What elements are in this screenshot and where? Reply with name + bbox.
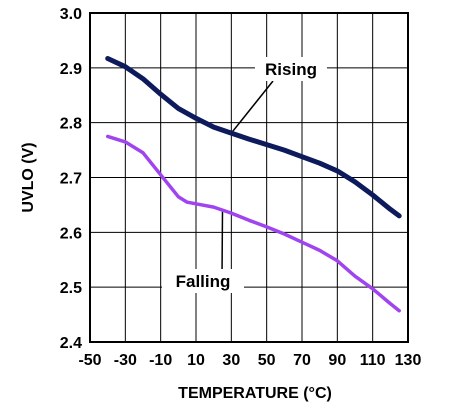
annotation-background (162, 269, 244, 293)
series-line-rising (105, 56, 402, 219)
x-tick-label: 50 (258, 352, 276, 369)
x-axis-label: TEMPERATURE (°C) (178, 385, 332, 402)
x-tick-label: 30 (222, 352, 240, 369)
annotation-background (255, 57, 327, 81)
annotations: Rising Falling (162, 57, 327, 293)
annotation-leader (230, 80, 274, 134)
plot-frame (89, 12, 409, 343)
y-tick-label: 2.6 (60, 225, 82, 242)
tick-labels: -50 -30 -10 10 30 50 70 90 110 130 2.4 2.5 2.6 2.7 2.8… (60, 6, 422, 369)
y-tick-label: 2.5 (60, 280, 82, 297)
y-tick-label: 2.7 (60, 171, 82, 188)
x-tick-label: 110 (360, 352, 386, 369)
annotation-label-rising: Rising (265, 60, 317, 79)
y-tick-label: 3.0 (60, 6, 82, 23)
annotation-label-falling: Falling (176, 272, 231, 291)
x-tick-label: 70 (293, 352, 311, 369)
x-tick-label: -10 (149, 352, 172, 369)
chart-grid (90, 13, 408, 342)
x-tick-label: 130 (395, 352, 422, 369)
x-tick-label: 10 (187, 352, 205, 369)
y-axis-label: UVLO (V) (20, 142, 37, 212)
y-tick-label: 2.8 (60, 116, 82, 133)
series-layer (105, 56, 402, 313)
annotation-leaders (221, 80, 274, 278)
x-tick-label: -50 (78, 352, 101, 369)
x-tick-label: 90 (328, 352, 346, 369)
annotation-leader (221, 210, 224, 278)
x-tick-label: -30 (114, 352, 137, 369)
y-tick-label: 2.9 (60, 61, 82, 78)
y-tick-label: 2.4 (60, 335, 82, 352)
series-line-falling (105, 134, 401, 313)
